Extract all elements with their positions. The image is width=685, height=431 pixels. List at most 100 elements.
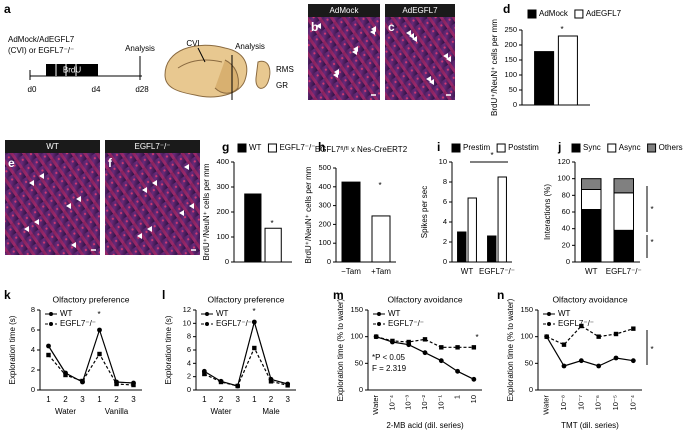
- annotation: *: [378, 181, 381, 190]
- y-tick-label: 0: [31, 385, 35, 394]
- panel-label: j: [557, 140, 561, 154]
- y-tick-label: 0: [529, 385, 533, 394]
- x-tick-label: 10⁻²: [420, 395, 429, 410]
- annotation: *: [97, 310, 100, 319]
- panel-label: k: [4, 288, 11, 302]
- point: [251, 319, 257, 325]
- panel-label: l: [162, 288, 165, 302]
- brain-label: GR: [276, 81, 288, 90]
- point: [218, 379, 224, 385]
- bar-segment: [613, 178, 634, 194]
- legend-label: AdEGFL7: [586, 9, 622, 18]
- x-tick-label: 10⁻⁴: [387, 395, 396, 411]
- y-axis-label: BrdU⁺/NeuN⁺ cells per mm: [202, 163, 211, 260]
- x-tick-label: 1: [97, 395, 102, 404]
- micrograph: [105, 140, 200, 255]
- legend-swatch: [527, 9, 537, 19]
- y-tick-label: 0: [443, 257, 447, 266]
- y-tick-label: 8: [31, 305, 35, 314]
- point: [97, 327, 102, 333]
- arrowhead: [152, 180, 157, 186]
- arrowhead: [412, 36, 417, 42]
- bar-segment: [613, 192, 634, 231]
- legend-label: Others: [659, 143, 683, 152]
- point: [235, 383, 240, 389]
- arrowhead: [66, 203, 71, 209]
- arrowhead: [29, 180, 34, 186]
- legend-swatch: [607, 143, 617, 153]
- y-axis-label: Exploration time (s): [164, 315, 173, 384]
- legend-label: Prestim: [463, 143, 490, 152]
- point: [438, 358, 444, 364]
- annotation: *: [650, 205, 653, 214]
- chart-title: EGFL7ᶠˡ/ᶠˡ x Nes-CreERT2: [315, 145, 408, 154]
- image-title: AdEGFL7: [402, 6, 438, 15]
- x-tick-label: EGFL7⁻/⁻: [479, 267, 515, 276]
- legend-label: WT: [388, 309, 401, 318]
- panel-label: m: [333, 288, 344, 302]
- arrowhead: [184, 164, 189, 170]
- panel-label: e: [8, 156, 15, 170]
- annotation: F = 2.319: [372, 364, 407, 373]
- point: [406, 339, 411, 345]
- x-tick-label: 10⁻⁷: [576, 395, 585, 410]
- bar: [371, 215, 391, 263]
- panel-label: i: [437, 140, 440, 154]
- point: [439, 345, 444, 350]
- point: [422, 350, 428, 356]
- legend-swatch: [571, 143, 581, 153]
- timepoint: d28: [135, 85, 149, 94]
- y-tick-label: 20: [562, 240, 570, 249]
- y-tick-label: 500: [318, 163, 331, 172]
- arrowhead: [426, 76, 431, 82]
- bar: [487, 235, 497, 263]
- point: [422, 337, 428, 342]
- y-tick-label: 50: [509, 85, 517, 94]
- x-axis-label: TMT (dil. series): [561, 421, 619, 430]
- annotation: *: [475, 333, 478, 342]
- y-tick-label: 100: [350, 332, 363, 341]
- x-tick-label: 3: [285, 395, 290, 404]
- y-tick-label: 10: [183, 318, 191, 327]
- arrowhead: [189, 203, 194, 209]
- x-tick-label: 2: [114, 395, 119, 404]
- y-axis-label: Exploration time (% to water): [506, 298, 515, 401]
- legend-label: EGFL7⁻/⁻: [388, 319, 424, 328]
- bar-segment: [613, 229, 634, 263]
- y-tick-label: 0: [359, 385, 363, 394]
- x-group-label: Vanilla: [105, 407, 129, 416]
- arrowhead: [24, 226, 29, 232]
- panel-label: d: [503, 2, 510, 16]
- x-tick-label: 2: [63, 395, 68, 404]
- arrowhead: [429, 79, 434, 85]
- y-tick-label: 100: [318, 238, 331, 247]
- y-tick-label: 0: [187, 385, 191, 394]
- bar: [244, 193, 262, 263]
- brain-label: RMS: [276, 65, 294, 74]
- ventricle: [177, 59, 223, 69]
- arrowhead: [137, 233, 142, 239]
- arrowhead: [34, 219, 39, 225]
- panel-label: c: [388, 20, 395, 34]
- point: [373, 334, 379, 339]
- point: [202, 371, 207, 377]
- legend-marker: [547, 312, 551, 316]
- y-tick-label: 100: [504, 70, 517, 79]
- timepoint: d4: [92, 85, 101, 94]
- legend-marker: [377, 322, 381, 326]
- point: [252, 345, 257, 351]
- y-tick-label: 2: [443, 237, 447, 246]
- x-tick-label: 1: [252, 395, 257, 404]
- point: [596, 363, 602, 369]
- y-tick-label: 8: [187, 332, 191, 341]
- brdu-box: [46, 64, 98, 76]
- panel-label: a: [4, 2, 11, 16]
- bar: [534, 51, 555, 106]
- y-tick-label: 400: [216, 157, 229, 166]
- legend-swatch: [237, 143, 247, 153]
- panel-label: b: [311, 20, 318, 34]
- image-header: [385, 4, 455, 17]
- y-axis-label: Spikes per sec: [420, 186, 429, 238]
- y-tick-label: 0: [225, 257, 229, 266]
